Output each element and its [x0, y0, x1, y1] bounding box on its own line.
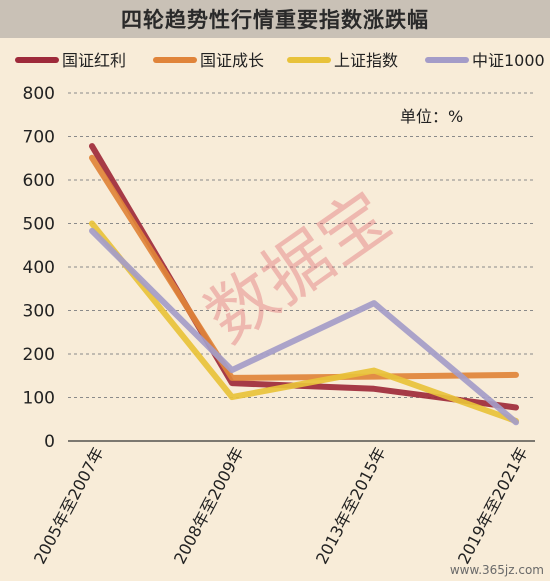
series-lines	[89, 143, 519, 426]
y-tick-label: 500	[23, 215, 55, 235]
y-tick-label: 300	[23, 302, 55, 322]
x-tick-label: 2019年至2021年	[454, 444, 532, 567]
site-tag: www.365jz.com	[449, 563, 544, 577]
unit-label: 单位：%	[400, 107, 463, 126]
series-line	[89, 220, 519, 424]
chart-title: 四轮趋势性行情重要指数涨跌幅	[121, 8, 429, 32]
y-axis-ticks: 0 100 200 300 400 500 600 700 800	[23, 84, 55, 452]
x-tick-label: 2008年至2009年	[170, 444, 248, 567]
series-line	[89, 227, 519, 426]
y-tick-label: 600	[23, 171, 55, 191]
series-line	[89, 154, 519, 381]
legend-label: 上证指数	[334, 51, 398, 70]
x-tick-label: 2013年至2015年	[312, 444, 390, 567]
watermark: 数据宝	[192, 177, 404, 359]
legend-label: 国证成长	[200, 51, 264, 70]
y-tick-label: 400	[23, 258, 55, 278]
y-tick-label: 0	[44, 432, 55, 452]
y-tick-label: 100	[23, 389, 55, 409]
legend-label: 中证1000	[472, 51, 545, 70]
x-tick-label: 2005年至2007年	[30, 444, 108, 567]
x-axis-ticks: 2005年至2007年 2008年至2009年 2013年至2015年 2019年至2…	[30, 444, 532, 567]
legend-label: 国证红利	[62, 51, 126, 70]
chart-title-bar: 四轮趋势性行情重要指数涨跌幅	[0, 0, 550, 38]
legend: 国证红利 国证成长 上证指数 中证1000	[15, 51, 545, 70]
y-tick-label: 200	[23, 345, 55, 365]
y-tick-label: 800	[23, 84, 55, 104]
y-tick-label: 700	[23, 128, 55, 148]
